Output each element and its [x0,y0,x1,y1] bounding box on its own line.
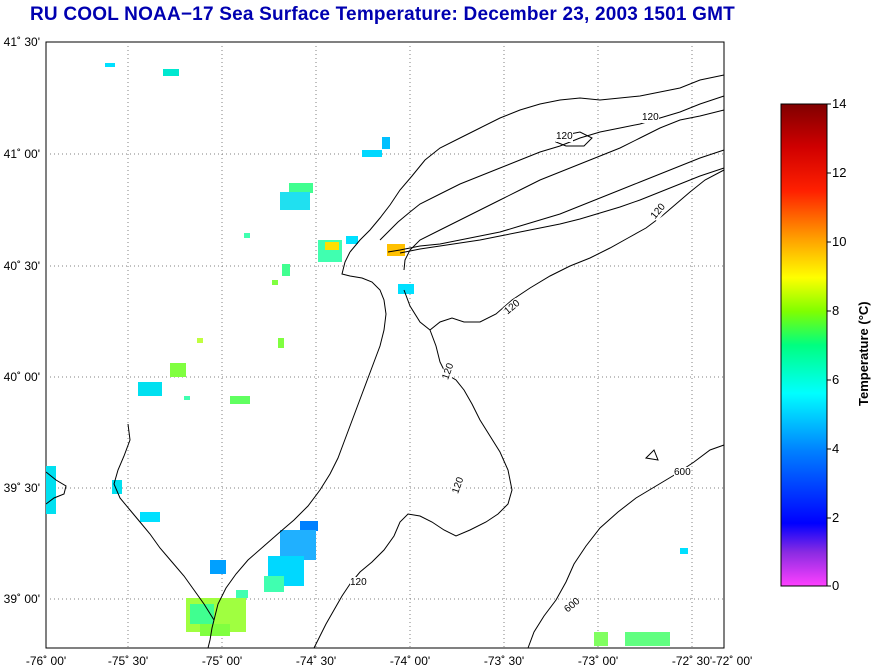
colorbar-tick: 8 [832,303,840,318]
lat-label-40-00: 40˚ 00' [3,370,40,384]
lat-label-39-00: 39˚ 00' [3,592,40,606]
colorbar-tick: 14 [832,96,847,111]
map-frame [45,41,725,649]
colorbar-tick: 12 [832,165,847,180]
lon-label-72-30: -72˚ 30' [671,654,713,668]
lon-label-72-00: -72˚ 00' [712,654,753,668]
contour-label: 120 [350,577,367,588]
sst-patches [46,63,688,646]
lat-label-40-30: 40˚ 30' [3,259,40,273]
contour-label: 120 [556,131,573,142]
colorbar-tick: 6 [832,372,840,387]
lat-label-41-30: 41˚ 30' [3,35,40,49]
lon-label-75-30: -75˚ 30' [107,654,149,668]
lon-label-74-00: -74˚ 00' [389,654,431,668]
lon-label-75-00: -75˚ 00' [201,654,243,668]
contour-label: 600 [674,467,691,478]
lat-label-39-30: 39˚ 30' [3,481,40,495]
lon-label-76-00: -76˚ 00' [25,654,67,668]
contour-label: 120 [642,112,659,123]
colorbar-tick: 10 [832,234,847,249]
colorbar-tick: 4 [832,441,840,456]
lon-label-73-00: -73˚ 00' [577,654,619,668]
graticule [46,42,724,648]
map-title: RU COOL NOAA−17 Sea Surface Temperature:… [30,4,735,25]
lon-label-74-30: -74˚ 30' [295,654,337,668]
bathymetry-contours [313,109,725,649]
lat-label-41-00: 41˚ 00' [3,147,40,161]
colorbar-label: Temperature (°C) [856,301,871,406]
lon-label-73-30: -73˚ 30' [483,654,525,668]
colorbar-tick: 0 [832,578,840,593]
colorbar [780,103,828,587]
colorbar-tick: 2 [832,510,840,525]
